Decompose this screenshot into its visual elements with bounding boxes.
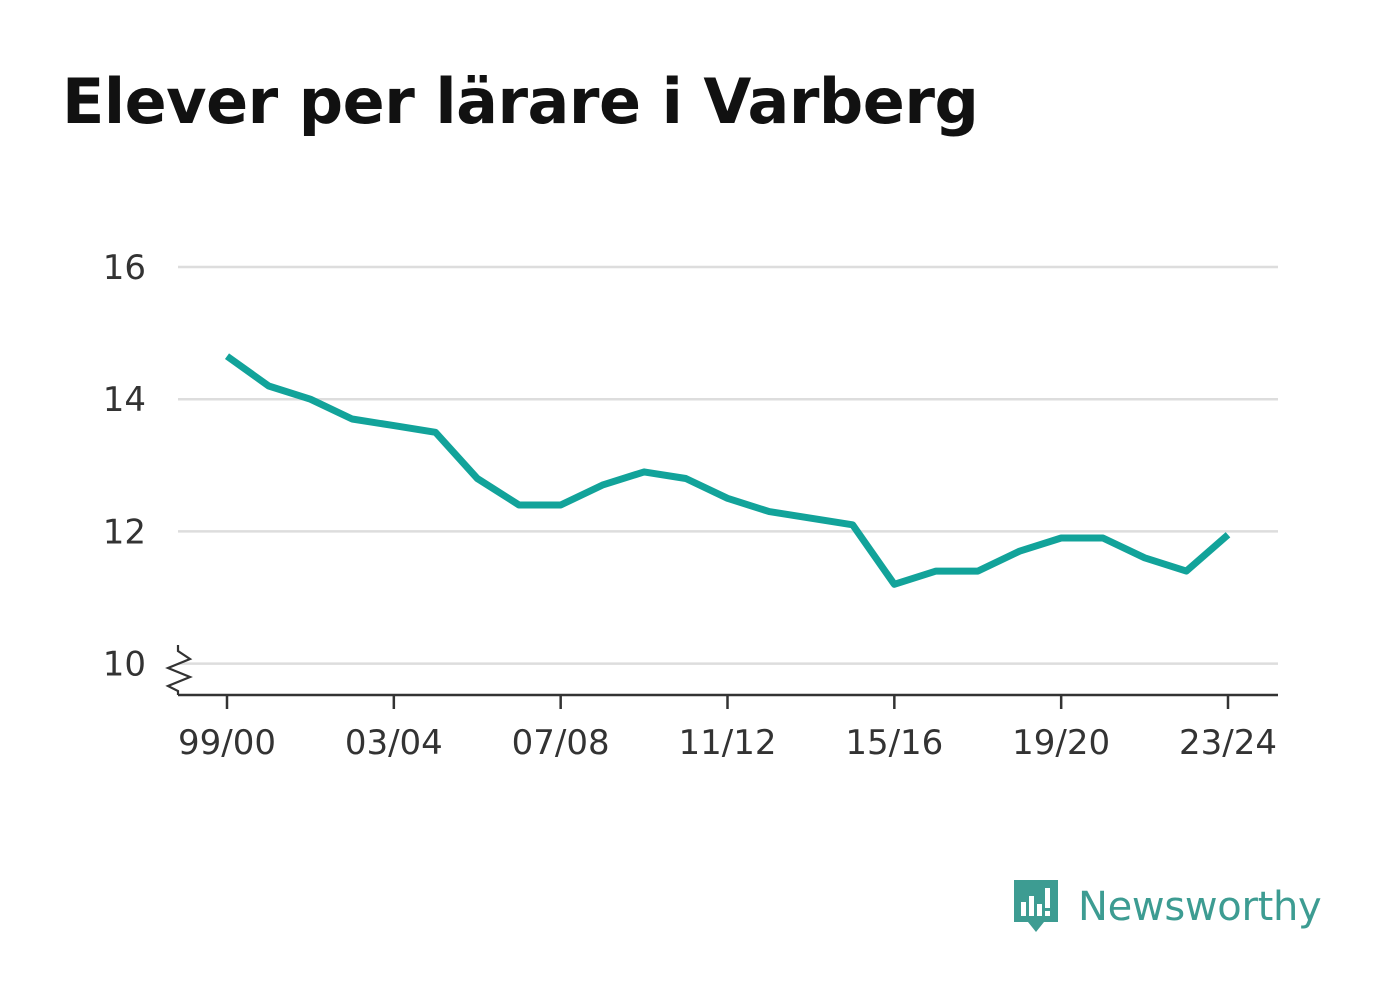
chart-title: Elever per lärare i Varberg (62, 65, 979, 138)
brand-logo: Newsworthy (1010, 876, 1322, 938)
y-axis: 10 12 14 16 (103, 248, 193, 695)
series-layer (224, 353, 1231, 588)
y-axis-break (165, 645, 193, 695)
x-tick-label-19/20: 19/20 (1012, 723, 1110, 763)
series-line-0 (224, 353, 1231, 588)
grid-lines (178, 265, 1278, 665)
y-tick-label-14: 14 (103, 380, 146, 420)
x-tick-label-15/16: 15/16 (845, 723, 943, 763)
bar-chart-speech-bubble-icon (1014, 880, 1058, 932)
x-tick-label-11/12: 11/12 (679, 723, 777, 763)
x-tick-label-99/00: 99/00 (178, 723, 276, 763)
x-tick-label-07/08: 07/08 (512, 723, 610, 763)
y-tick-label-16: 16 (103, 248, 146, 288)
x-tick-label-23/24: 23/24 (1179, 723, 1277, 763)
y-tick-label-10: 10 (103, 645, 146, 685)
brand-name: Newsworthy (1078, 884, 1322, 930)
y-tick-label-12: 12 (103, 512, 146, 552)
x-axis: 99/00 03/04 07/08 11/12 15/16 19/20 23/24 (178, 693, 1278, 763)
x-tick-label-03/04: 03/04 (345, 723, 443, 763)
